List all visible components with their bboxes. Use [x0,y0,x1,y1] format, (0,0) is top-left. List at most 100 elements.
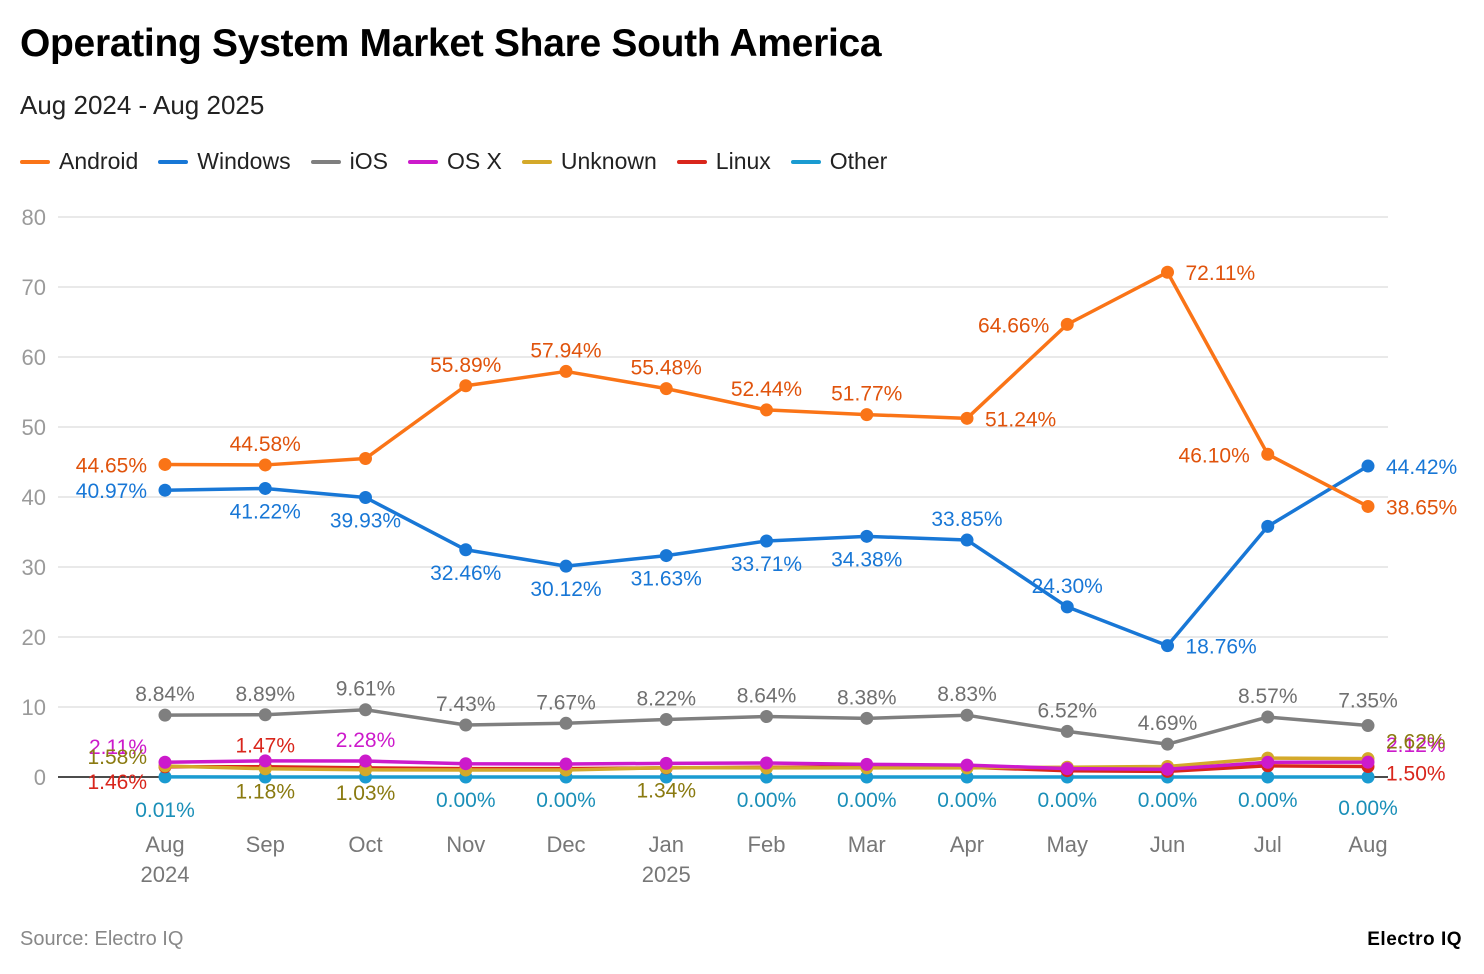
data-label: 7.67% [536,691,596,714]
data-point-android [459,379,473,393]
data-point-ios [359,703,372,717]
legend-swatch-unknown [521,159,552,164]
y-tick-label: 50 [22,415,46,440]
x-tick-label: Oct [348,832,382,857]
data-label: 44.58% [230,433,301,456]
legend-item-unknown[interactable]: Unknown [521,148,657,175]
data-label: 0.00% [1138,789,1198,812]
data-point-ios [258,708,272,722]
data-point-android [1161,265,1174,279]
data-label: 33.85% [931,508,1002,531]
legend-item-ios[interactable]: iOS [310,148,388,175]
data-point-osx [1361,755,1375,769]
y-tick-label: 60 [22,345,46,370]
data-point-osx [359,754,372,768]
data-point-windows [158,483,172,497]
data-point-windows [1261,519,1275,533]
data-label: 0.00% [937,789,997,812]
data-label: 33.71% [731,553,802,576]
data-point-windows [258,481,272,495]
data-point-other [860,770,874,784]
data-point-windows [1060,600,1074,614]
data-label: 44.65% [76,454,147,477]
data-point-ios [760,710,773,724]
data-point-android [1361,499,1375,513]
data-point-android [960,411,974,425]
data-point-android [158,457,172,471]
data-point-osx [960,758,974,772]
legend-swatch-osx [407,159,438,164]
data-label: 8.89% [235,683,295,706]
data-label: 0.00% [1338,797,1398,820]
source-note: Source: Electro IQ [20,928,184,950]
legend-item-linux[interactable]: Linux [676,148,771,175]
x-tick-label: Aug [1348,832,1387,857]
data-point-windows [459,543,473,557]
legend-swatch-other [790,159,821,164]
data-point-other [960,770,974,784]
legend-label: Android [59,148,139,174]
legend-swatch-ios [310,159,341,164]
data-label: 44.42% [1386,456,1457,479]
data-label: 1.18% [235,781,295,804]
data-label: 7.43% [436,693,496,716]
x-tick-label: Apr [950,832,984,857]
data-point-ios [1161,737,1174,751]
data-point-ios [960,708,974,722]
data-point-osx [1261,755,1275,769]
data-label: 55.48% [631,357,702,380]
data-point-windows [559,559,573,573]
y-tick-label: 0 [34,765,46,790]
data-label: 1.46% [87,771,147,794]
y-tick-label: 30 [22,555,46,580]
data-point-ios [459,718,473,732]
x-tick-label: Jan [649,832,684,857]
legend-item-other[interactable]: Other [790,148,887,175]
data-label: 1.50% [1386,763,1446,786]
data-label: 51.77% [831,383,902,406]
data-point-osx [659,756,673,770]
data-point-osx [860,757,874,771]
data-point-other [1261,770,1275,784]
data-point-android [760,403,773,417]
data-label: 52.44% [731,378,802,401]
data-label: 1.03% [336,782,396,805]
data-label: 2.12% [1386,734,1446,757]
x-tick-label: Aug [145,832,184,857]
legend-item-osx[interactable]: OS X [407,148,502,175]
data-label: 57.94% [530,339,601,362]
data-label: 9.61% [336,678,396,701]
x-tick-label: Dec [546,832,585,857]
legend-swatch-linux [676,159,707,164]
data-label: 2.62% [1386,731,1446,754]
x-tick-label: Jul [1254,832,1282,857]
y-tick-label: 70 [22,275,46,300]
data-point-android [860,408,874,422]
data-point-windows [860,529,874,543]
data-point-ios [559,716,573,730]
data-point-osx [258,754,272,768]
data-label: 6.52% [1037,699,1097,722]
data-point-ios [1060,724,1074,738]
data-point-osx [559,757,573,771]
data-label: 0.00% [837,789,897,812]
data-point-windows [760,534,773,548]
data-label: 2.28% [336,729,396,752]
chart-title: Operating System Market Share South Amer… [20,22,882,65]
data-label: 0.00% [1238,789,1298,812]
legend-label: Unknown [560,148,657,174]
data-label: 51.24% [985,408,1056,431]
legend-label: Windows [197,148,291,174]
data-point-other [158,770,172,784]
x-tick-label: Mar [848,832,886,857]
data-label: 0.00% [737,789,797,812]
x-tick-label: Jun [1150,832,1185,857]
legend-swatch-android [20,159,50,164]
legend-item-android[interactable]: Android [20,148,138,175]
data-point-windows [1361,459,1375,473]
y-tick-label: 40 [22,485,46,510]
legend-item-windows[interactable]: Windows [158,148,291,175]
data-label: 41.22% [230,500,301,523]
data-label: 2.11% [89,736,147,759]
